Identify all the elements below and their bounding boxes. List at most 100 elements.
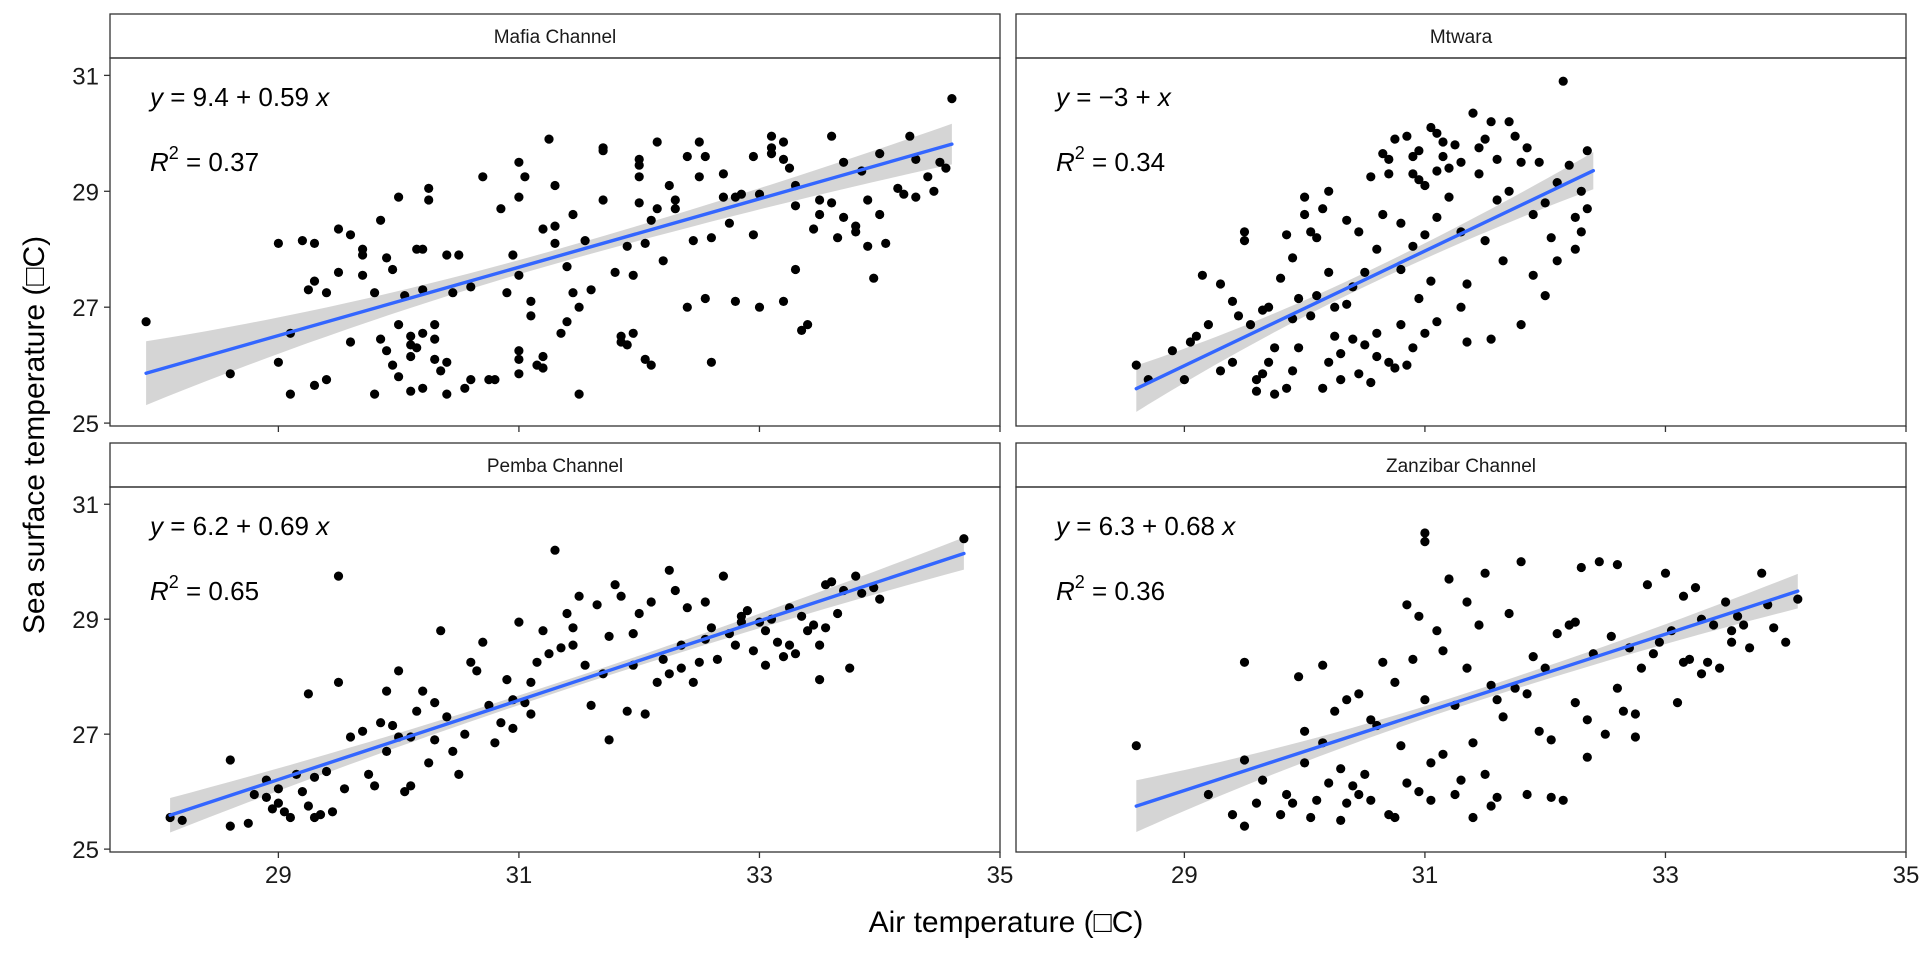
data-point: [863, 195, 873, 205]
data-point: [1582, 715, 1592, 725]
data-point: [718, 571, 729, 581]
data-point: [1462, 597, 1472, 607]
data-point: [1300, 726, 1310, 736]
data-point: [490, 738, 500, 748]
r-squared-label: R2 = 0.36: [1056, 572, 1165, 606]
data-point: [857, 588, 867, 598]
data-point: [1444, 163, 1454, 173]
data-point: [778, 154, 789, 164]
data-point: [718, 169, 729, 179]
data-point: [1552, 256, 1562, 266]
data-point: [682, 151, 692, 162]
data-point: [370, 781, 380, 791]
data-point: [261, 792, 271, 803]
data-point: [1336, 764, 1346, 774]
data-point: [1239, 227, 1250, 237]
data-point: [345, 337, 356, 347]
equation-x: x: [1156, 82, 1172, 112]
data-point: [538, 363, 548, 373]
data-point: [514, 346, 524, 356]
data-point: [1420, 180, 1430, 191]
data-point: [1793, 594, 1803, 604]
data-point: [893, 183, 903, 193]
data-point: [285, 812, 295, 823]
data-point: [370, 288, 380, 298]
data-point: [1444, 574, 1454, 584]
data-point: [604, 631, 614, 642]
equation-label: y = 6.3 + 0.68 x: [1054, 511, 1236, 541]
plot-area: [141, 94, 957, 406]
data-point: [382, 346, 392, 356]
data-point: [646, 360, 656, 370]
data-point: [676, 663, 686, 673]
r-squared-label: R2 = 0.37: [150, 143, 259, 177]
data-point: [730, 296, 741, 306]
r-squared-symbol: R: [1056, 576, 1075, 606]
data-point: [604, 735, 614, 745]
data-point: [1727, 626, 1737, 636]
data-point: [1312, 795, 1322, 805]
data-point: [448, 288, 458, 298]
data-point: [568, 288, 578, 298]
data-point: [526, 677, 536, 688]
data-point: [1306, 227, 1316, 237]
data-point: [526, 709, 536, 719]
data-point: [1378, 657, 1388, 667]
data-point: [1510, 683, 1520, 693]
data-point: [177, 815, 187, 826]
x-axis-title: Air temperature (□C): [869, 906, 1144, 939]
data-point: [1408, 654, 1418, 665]
data-point: [309, 380, 320, 390]
data-point: [333, 571, 344, 581]
x-tick-label: 31: [506, 862, 533, 889]
y-tick-label: 29: [72, 607, 99, 634]
data-point: [1354, 789, 1364, 800]
data-point: [748, 230, 759, 240]
data-point: [1438, 137, 1448, 147]
data-point: [418, 383, 428, 393]
data-point: [1570, 617, 1580, 627]
data-point: [466, 657, 476, 667]
data-point: [430, 354, 440, 364]
data-point: [1402, 600, 1412, 610]
data-point: [875, 209, 885, 220]
equation-x: x: [314, 511, 330, 541]
data-point: [1354, 369, 1364, 379]
data-point: [1378, 149, 1388, 159]
data-point: [1239, 657, 1250, 667]
data-point: [748, 151, 759, 162]
data-point: [1384, 154, 1394, 164]
data-point: [1721, 597, 1731, 607]
data-point: [688, 236, 698, 246]
data-point: [418, 686, 428, 696]
data-point: [1504, 608, 1514, 619]
data-point: [664, 669, 674, 679]
data-point: [646, 215, 656, 225]
data-point: [911, 192, 921, 202]
data-point: [634, 198, 644, 208]
data-point: [508, 723, 518, 734]
data-point: [712, 654, 723, 665]
data-point: [1456, 775, 1466, 785]
data-point: [1516, 557, 1526, 567]
data-point: [1342, 215, 1352, 225]
data-point: [700, 151, 710, 162]
data-point: [406, 331, 416, 341]
data-point: [514, 192, 524, 202]
data-point: [333, 224, 344, 234]
data-point: [454, 250, 464, 260]
data-point: [929, 186, 939, 196]
data-point: [923, 172, 933, 182]
data-point: [1348, 781, 1358, 791]
facet-strip: [109, 442, 1001, 488]
plot-area: [165, 534, 969, 833]
data-point: [815, 195, 825, 205]
data-point: [1432, 626, 1442, 636]
r-squared-symbol: R: [150, 147, 169, 177]
confidence-ribbon: [146, 123, 952, 406]
data-point: [514, 617, 524, 627]
data-point: [1504, 186, 1514, 196]
data-point: [1179, 375, 1189, 385]
data-point: [1336, 349, 1346, 359]
